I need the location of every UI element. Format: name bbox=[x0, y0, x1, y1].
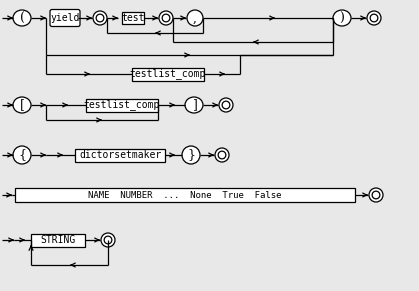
Circle shape bbox=[367, 11, 381, 25]
Text: ,: , bbox=[193, 12, 197, 24]
Bar bbox=[86, 98, 158, 111]
Bar bbox=[31, 233, 85, 246]
Circle shape bbox=[215, 148, 229, 162]
Text: NAME  NUMBER  ...  None  True  False: NAME NUMBER ... None True False bbox=[88, 191, 282, 200]
Text: dictorsetmaker: dictorsetmaker bbox=[79, 150, 161, 160]
Text: yield: yield bbox=[50, 13, 80, 23]
Circle shape bbox=[219, 98, 233, 112]
Text: (: ( bbox=[20, 12, 24, 24]
Bar bbox=[75, 148, 165, 162]
Circle shape bbox=[218, 151, 226, 159]
Text: test: test bbox=[121, 13, 145, 23]
Bar bbox=[15, 188, 355, 202]
Circle shape bbox=[104, 236, 112, 244]
Ellipse shape bbox=[185, 97, 203, 113]
Circle shape bbox=[369, 188, 383, 202]
Bar bbox=[132, 68, 204, 81]
Ellipse shape bbox=[13, 97, 31, 113]
Circle shape bbox=[93, 11, 107, 25]
Circle shape bbox=[96, 14, 104, 22]
Ellipse shape bbox=[182, 146, 200, 164]
Text: STRING: STRING bbox=[40, 235, 75, 245]
Text: testlist_comp: testlist_comp bbox=[84, 100, 160, 111]
Ellipse shape bbox=[13, 10, 31, 26]
Text: {: { bbox=[18, 148, 26, 162]
Circle shape bbox=[370, 14, 378, 22]
Circle shape bbox=[101, 233, 115, 247]
Ellipse shape bbox=[13, 146, 31, 164]
Text: ]: ] bbox=[191, 98, 197, 111]
Bar bbox=[122, 12, 144, 24]
Ellipse shape bbox=[187, 10, 203, 26]
Text: ): ) bbox=[339, 12, 344, 24]
FancyBboxPatch shape bbox=[50, 10, 80, 26]
Text: testlist_comp: testlist_comp bbox=[130, 69, 206, 79]
Circle shape bbox=[159, 11, 173, 25]
Circle shape bbox=[162, 14, 170, 22]
Text: [: [ bbox=[20, 98, 24, 111]
Ellipse shape bbox=[333, 10, 351, 26]
Circle shape bbox=[372, 191, 380, 199]
Text: }: } bbox=[187, 148, 195, 162]
Circle shape bbox=[222, 101, 230, 109]
